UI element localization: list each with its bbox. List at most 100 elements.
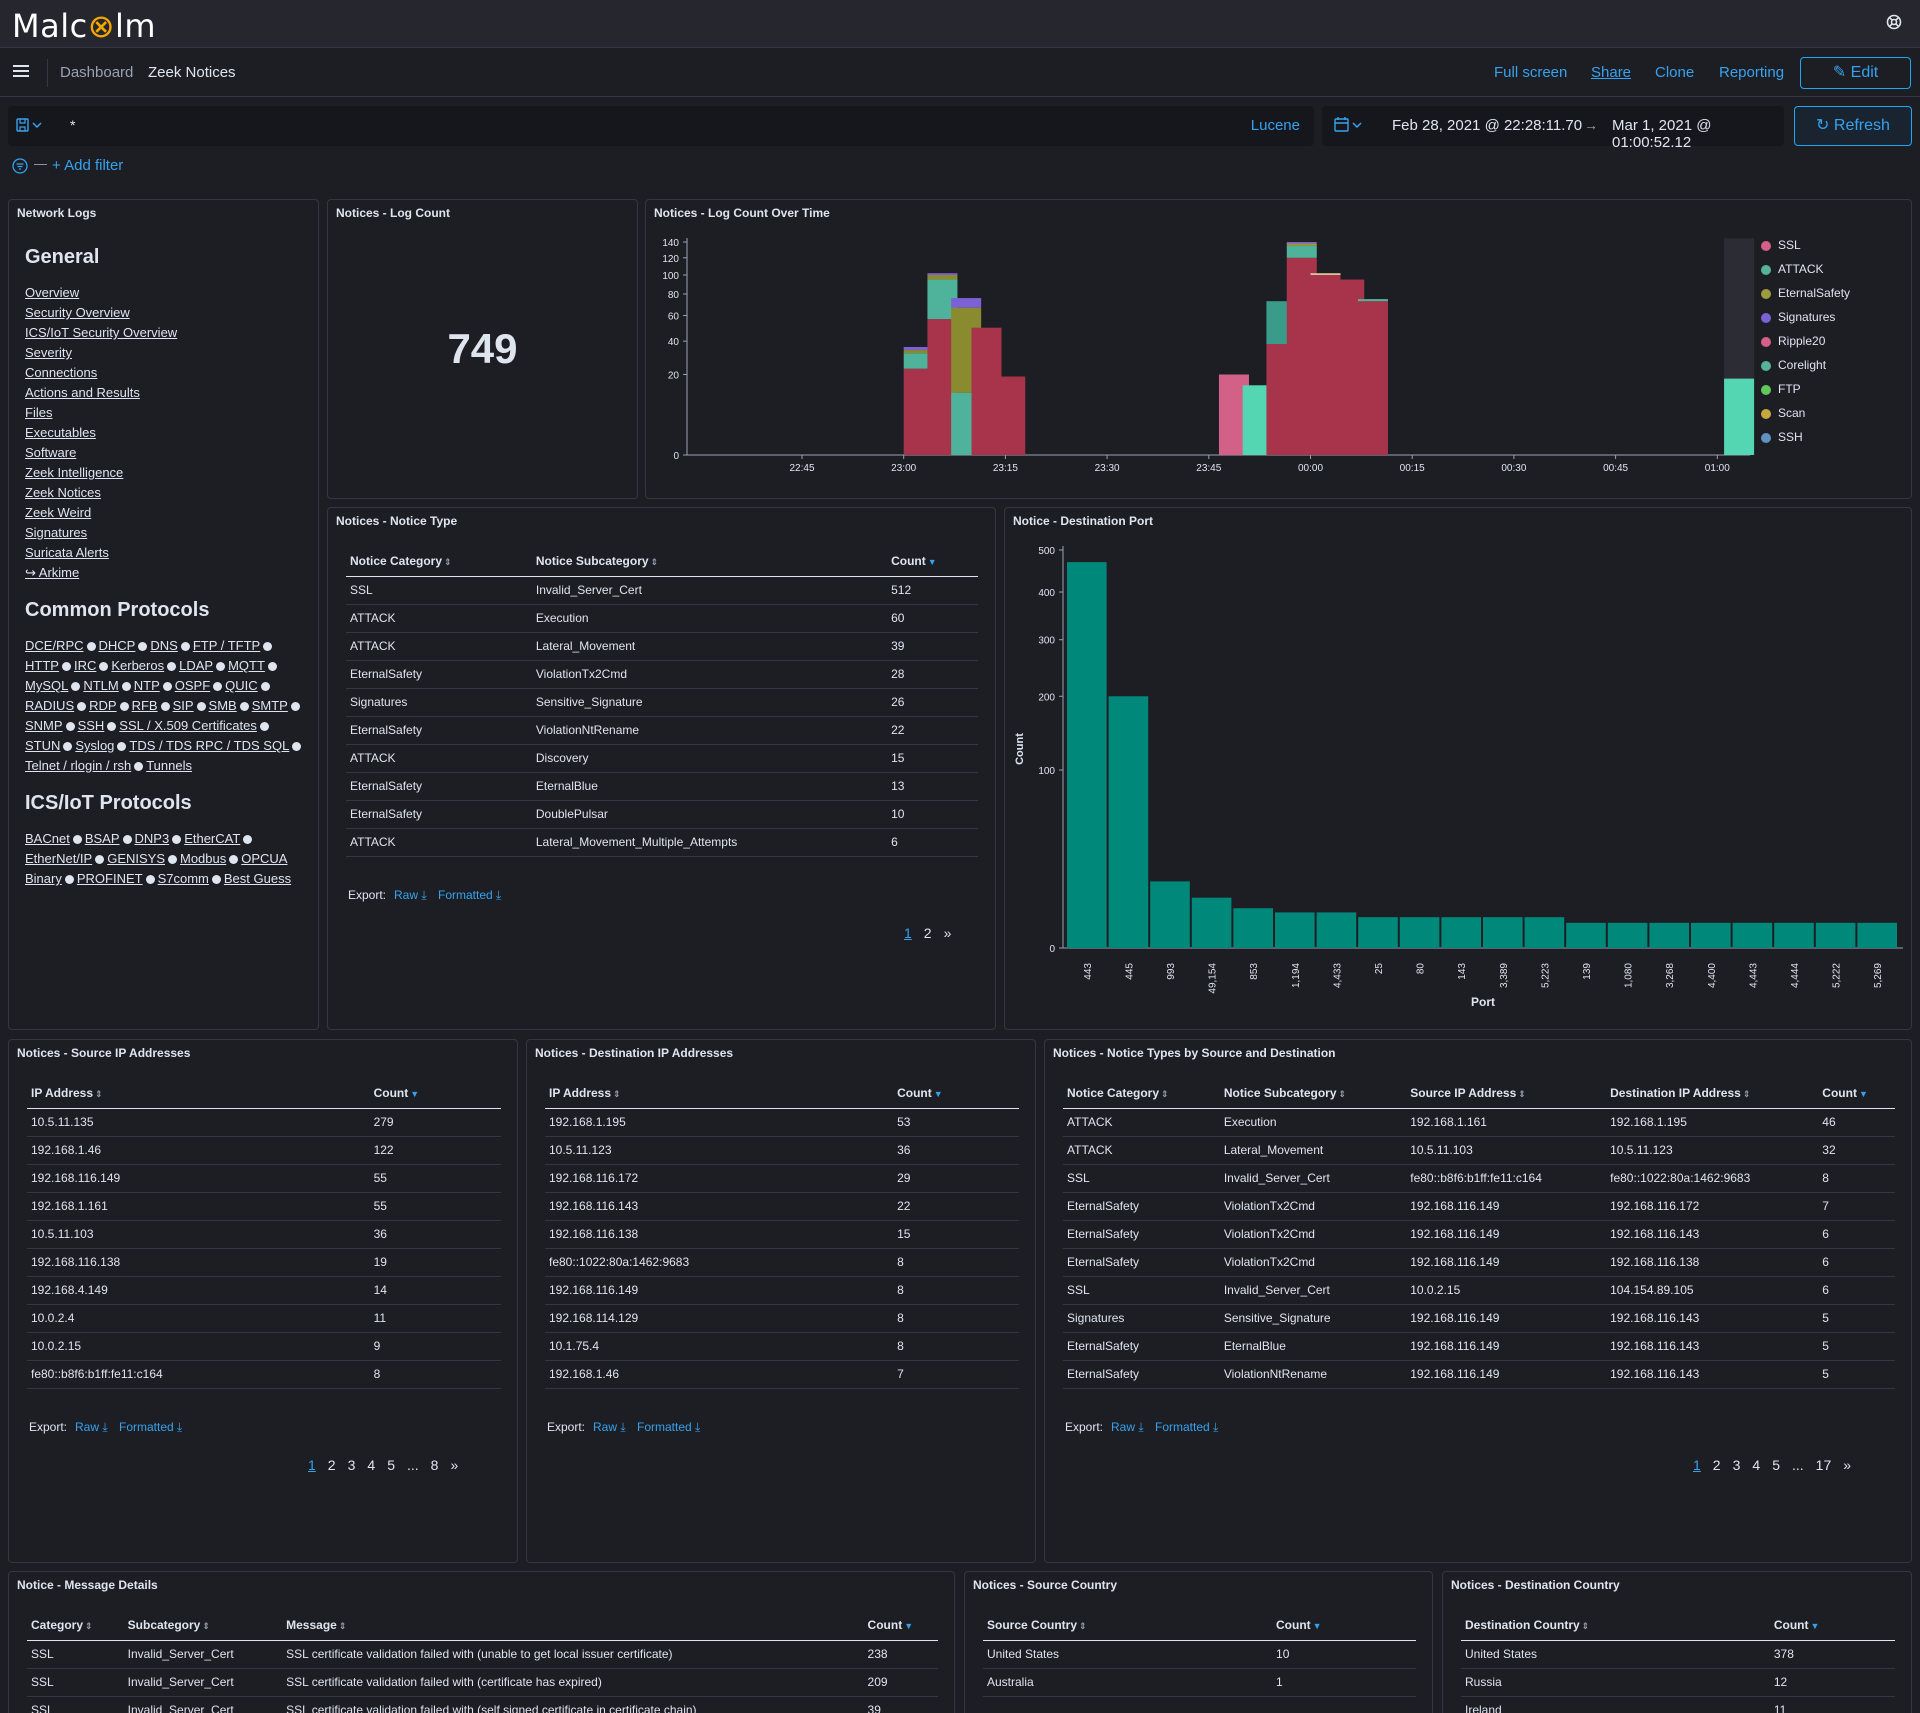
legend-item[interactable]: ATTACK — [1761, 257, 1850, 281]
protocol-link[interactable]: GENISYS — [107, 851, 165, 866]
column-header[interactable]: Category ⇕ — [27, 1610, 124, 1641]
bar-segment[interactable] — [995, 376, 1026, 455]
column-header[interactable]: IP Address ⇕ — [27, 1078, 370, 1109]
protocol-link[interactable]: DCE/RPC — [25, 638, 84, 653]
export-raw-link[interactable]: Raw ⤓ — [394, 888, 427, 902]
protocol-link[interactable]: BACnet — [25, 831, 70, 846]
port-bar[interactable] — [1774, 922, 1814, 948]
page-link[interactable]: 1 — [308, 1457, 316, 1473]
time-histogram-chart[interactable]: 0 20 40 60 80 100 120 140 22:45 23:00 23:15 23:30 23… — [646, 200, 1912, 499]
protocol-link[interactable]: RFB — [131, 698, 158, 713]
protocol-link[interactable]: SSL / X.509 Certificates — [119, 718, 257, 733]
sort-icon[interactable]: ⇕ — [1518, 1088, 1526, 1099]
protocol-link[interactable]: LDAP — [179, 658, 214, 673]
legend-item[interactable]: Scan — [1761, 401, 1850, 425]
port-bar[interactable] — [1607, 922, 1648, 948]
sort-desc-icon[interactable]: ▼ — [410, 1088, 420, 1099]
protocol-link[interactable]: IRC — [73, 658, 97, 673]
port-bar[interactable] — [1233, 908, 1273, 948]
bar-segment[interactable] — [1286, 243, 1317, 246]
port-bar[interactable] — [1150, 881, 1190, 948]
bar-segment[interactable] — [903, 346, 934, 351]
filter-options-icon[interactable] — [12, 158, 28, 177]
next-page-icon[interactable]: » — [1843, 1457, 1852, 1473]
column-header[interactable]: Count ▼ — [1769, 1610, 1895, 1641]
page-link[interactable]: 3 — [347, 1457, 356, 1473]
sort-desc-icon[interactable]: ▼ — [1858, 1088, 1868, 1099]
sort-icon[interactable]: ⇕ — [85, 1620, 93, 1631]
nav-link-11[interactable]: Zeek Weird — [25, 505, 92, 520]
protocol-link[interactable]: STUN — [25, 738, 61, 753]
edit-button[interactable]: ✎ Edit — [1800, 57, 1911, 89]
page-link[interactable]: 2 — [327, 1457, 336, 1473]
column-header[interactable]: Subcategory ⇕ — [123, 1610, 283, 1641]
port-bar[interactable] — [1732, 922, 1773, 948]
bar-segment[interactable] — [927, 273, 958, 275]
refresh-button[interactable]: ↻ Refresh — [1794, 106, 1912, 146]
protocol-link[interactable]: Syslog — [75, 738, 115, 753]
page-link[interactable]: 8 — [430, 1457, 439, 1473]
next-page-icon[interactable]: » — [943, 925, 952, 941]
bar-segment[interactable] — [1286, 242, 1317, 244]
sort-icon[interactable]: ⇕ — [1338, 1088, 1347, 1099]
legend-item[interactable]: Signatures — [1761, 305, 1850, 329]
nav-link-1[interactable]: Security Overview — [25, 305, 130, 320]
bar-segment[interactable] — [1310, 273, 1341, 275]
destination-port-chart[interactable]: 0 100 200 300 400 500 Count 443 445 993 49,154 853 1… — [1005, 508, 1912, 1030]
column-header[interactable]: Destination IP Address ⇕ — [1606, 1078, 1819, 1109]
protocol-link[interactable]: OSPF — [174, 678, 211, 693]
protocol-link[interactable]: Telnet / rlogin / rsh — [25, 758, 132, 773]
sort-icon[interactable]: ⇕ — [1161, 1088, 1169, 1099]
protocol-link[interactable]: SMB — [208, 698, 237, 713]
port-bar[interactable] — [1649, 922, 1689, 948]
protocol-link[interactable]: OPCUA Binary — [25, 851, 288, 886]
reporting-link[interactable]: Reporting — [1719, 64, 1785, 81]
sort-desc-icon[interactable]: ▼ — [904, 1620, 914, 1631]
bar-segment[interactable] — [1286, 245, 1317, 258]
protocol-link[interactable]: SIP — [172, 698, 194, 713]
nav-link-10[interactable]: Zeek Notices — [25, 485, 101, 500]
nav-link-4[interactable]: Connections — [25, 365, 98, 380]
column-header[interactable]: Count ▼ — [893, 1078, 1019, 1109]
sort-icon[interactable]: ⇕ — [1079, 1620, 1087, 1631]
protocol-link[interactable]: MQTT — [228, 658, 265, 673]
protocol-link[interactable]: FTP / TFTP — [192, 638, 261, 653]
export-formatted-link[interactable]: Formatted ⤓ — [637, 1420, 701, 1434]
protocol-link[interactable]: Modbus — [180, 851, 227, 866]
port-bar[interactable] — [1316, 912, 1357, 948]
legend-item[interactable]: SSH — [1761, 425, 1850, 449]
nav-link-3[interactable]: Severity — [25, 345, 72, 360]
sort-icon[interactable]: ⇕ — [650, 556, 659, 567]
protocol-link[interactable]: DNP3 — [134, 831, 170, 846]
page-link[interactable]: 4 — [1752, 1457, 1761, 1473]
clone-link[interactable]: Clone — [1655, 64, 1695, 81]
column-header[interactable]: Source Country ⇕ — [983, 1610, 1273, 1641]
column-header[interactable]: Notice Subcategory ⇕ — [531, 546, 888, 577]
menu-toggle-icon[interactable] — [12, 63, 30, 82]
nav-link-0[interactable]: Overview — [25, 285, 80, 300]
protocol-link[interactable]: NTP — [133, 678, 160, 693]
protocol-link[interactable]: EtherCAT — [184, 831, 241, 846]
calendar-icon[interactable] — [1334, 117, 1364, 136]
column-header[interactable]: Count ▼ — [863, 1610, 938, 1641]
nav-link-7[interactable]: Executables — [25, 425, 96, 440]
protocol-link[interactable]: BSAP — [84, 831, 120, 846]
protocol-link[interactable]: RADIUS — [25, 698, 75, 713]
port-bar[interactable] — [1275, 912, 1315, 948]
column-header[interactable]: Notice Category ⇕ — [346, 546, 532, 577]
bar-segment[interactable] — [951, 298, 982, 308]
port-bar[interactable] — [1483, 917, 1523, 948]
page-link[interactable]: 4 — [367, 1457, 376, 1473]
nav-link-6[interactable]: Files — [25, 405, 53, 420]
sort-desc-icon[interactable]: ▼ — [933, 1088, 943, 1099]
port-bar[interactable] — [1358, 917, 1398, 948]
protocol-link[interactable]: HTTP — [25, 658, 59, 673]
export-raw-link[interactable]: Raw ⤓ — [593, 1420, 626, 1434]
legend-item[interactable]: EternalSafety — [1761, 281, 1850, 305]
port-bar[interactable] — [1067, 562, 1107, 948]
nav-link-5[interactable]: Actions and Results — [25, 385, 140, 400]
export-formatted-link[interactable]: Formatted ⤓ — [438, 888, 502, 902]
port-bar[interactable] — [1691, 922, 1731, 948]
breadcrumb-dashboard[interactable]: Dashboard — [60, 64, 134, 81]
bar-segment[interactable] — [1724, 378, 1755, 455]
